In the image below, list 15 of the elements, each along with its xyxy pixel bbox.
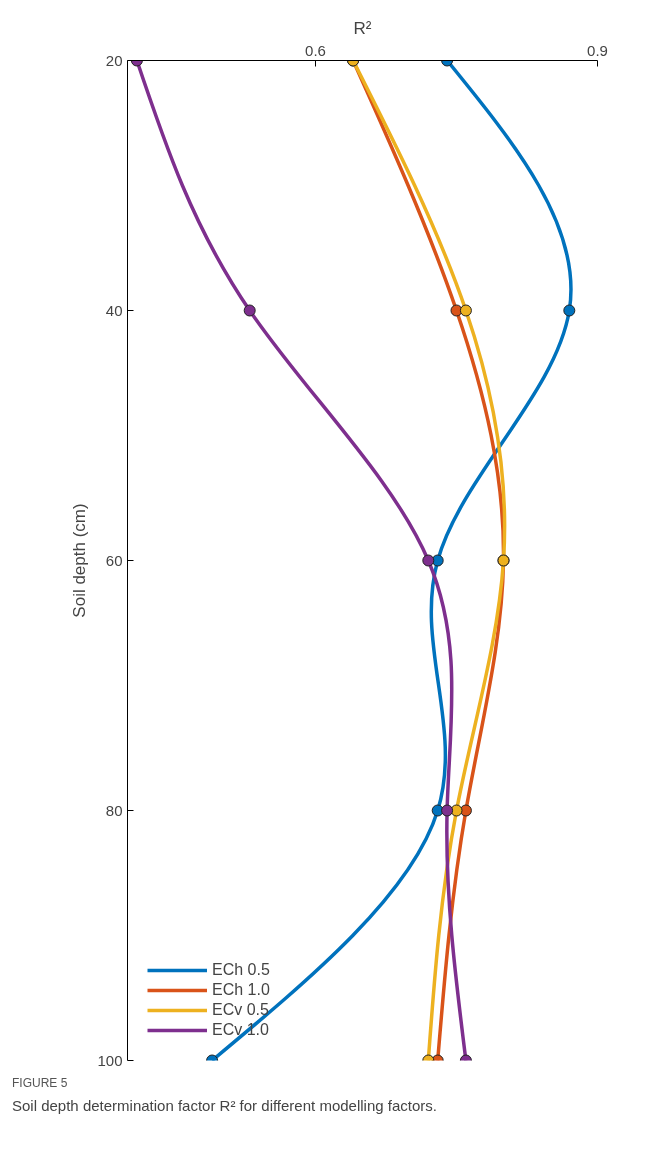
caption: FIGURE 5 <box>12 1075 69 1092</box>
x-tick-label: 0.6 <box>305 41 326 59</box>
x-tick-label: 0.9 <box>587 41 608 59</box>
y-tick-label: 40 <box>105 301 123 319</box>
y-axis-title: Soil depth (cm) <box>70 503 90 618</box>
legend-label: ECv 1.0 <box>212 1020 269 1040</box>
y-tick-label: 60 <box>105 551 123 569</box>
y-tick-label: 100 <box>97 1051 123 1069</box>
text: Soil depth determination factor R² for different modelling factors. <box>12 1096 437 1117</box>
x-axis-title: R² <box>353 18 372 38</box>
legend-label: ECh 0.5 <box>212 960 270 980</box>
y-tick-label: 20 <box>105 51 123 69</box>
legend-label: ECv 0.5 <box>212 1000 269 1020</box>
y-tick-label: 80 <box>105 801 123 819</box>
legend-label: ECh 1.0 <box>212 980 270 1000</box>
